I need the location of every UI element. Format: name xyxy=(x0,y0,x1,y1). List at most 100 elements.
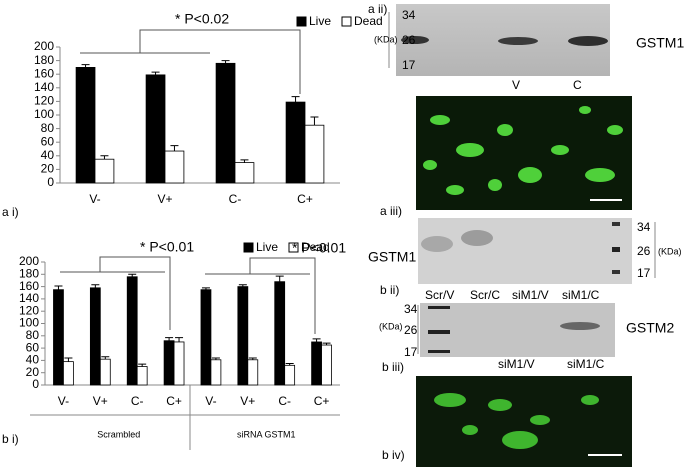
annotation: * P<0.01 xyxy=(140,239,194,255)
y-tick-label: 180 xyxy=(34,53,54,67)
error-bar xyxy=(238,284,247,287)
marker-label: 26 xyxy=(637,244,651,258)
error-bar xyxy=(211,357,220,360)
bar xyxy=(274,281,286,386)
ladder xyxy=(428,330,450,334)
marker-label: 34 xyxy=(637,220,651,234)
bar xyxy=(321,344,332,386)
x-tick-label: C- xyxy=(278,394,291,408)
bar xyxy=(136,366,148,386)
bar xyxy=(164,150,185,184)
x-tick-label: V- xyxy=(58,394,69,408)
y-tick-label: 100 xyxy=(34,107,54,121)
protein-label: GSTM2 xyxy=(626,320,674,336)
legend-label: Live xyxy=(309,14,331,28)
marker-label: 34 xyxy=(404,302,418,316)
y-tick-label: 40 xyxy=(41,148,55,162)
bar xyxy=(173,341,185,386)
error-bar xyxy=(275,275,284,282)
y-tick-label: 80 xyxy=(26,328,40,342)
bar xyxy=(311,341,322,386)
x-tick-label: V- xyxy=(205,394,216,408)
bar xyxy=(53,289,64,386)
band xyxy=(461,230,493,246)
ladder xyxy=(428,350,450,353)
panel-label: b iii) xyxy=(382,360,404,374)
legend-swatch xyxy=(341,16,352,27)
group-label: Scrambled xyxy=(97,429,140,439)
y-tick-label: 120 xyxy=(34,94,54,108)
y-tick-label: 200 xyxy=(34,39,54,53)
x-tick-label: C+ xyxy=(166,394,182,408)
ladder xyxy=(612,270,620,274)
legend-label: Live xyxy=(256,240,278,254)
bar xyxy=(234,162,255,184)
x-tick-label: V+ xyxy=(157,192,172,206)
error-bar xyxy=(291,96,300,103)
lane-label: Scr/C xyxy=(470,288,500,302)
y-tick-label: 60 xyxy=(41,134,55,148)
lane-label: Scr/V xyxy=(425,288,454,302)
error-bar xyxy=(240,159,249,163)
panel-label: a iii) xyxy=(380,204,402,218)
x-tick-label: V+ xyxy=(93,394,108,408)
bar xyxy=(237,286,249,386)
lane-label: siM1/V xyxy=(512,288,549,302)
cells xyxy=(423,106,623,195)
cells xyxy=(434,393,599,449)
lane-label: siM1/C xyxy=(567,357,605,371)
y-tick-label: 80 xyxy=(41,121,55,135)
y-tick-label: 60 xyxy=(26,340,40,354)
band xyxy=(401,36,429,44)
panel-label: a i) xyxy=(2,205,19,219)
protein-label: GSTM1 xyxy=(636,35,684,51)
x-tick-label: V+ xyxy=(240,394,255,408)
bar xyxy=(210,359,222,386)
legend-swatch xyxy=(288,242,299,253)
band xyxy=(421,236,453,252)
error-bar xyxy=(165,337,174,341)
error-bar xyxy=(81,64,90,68)
error-bar xyxy=(54,285,63,290)
y-tick-label: 100 xyxy=(19,316,39,330)
error-bar xyxy=(312,338,321,342)
bar xyxy=(247,359,259,386)
blot-image xyxy=(420,303,615,357)
panel-label: a ii) xyxy=(368,2,387,16)
error-bar xyxy=(285,362,294,366)
band xyxy=(568,36,608,46)
unit-label: (KDa) xyxy=(379,321,403,331)
marker-label: 17 xyxy=(402,58,416,72)
error-bar xyxy=(221,60,230,64)
annotation: * P<0.02 xyxy=(175,11,229,27)
y-tick-label: 40 xyxy=(26,353,40,367)
y-tick-label: 140 xyxy=(34,80,54,94)
bar xyxy=(200,289,212,386)
panel-label: b ii) xyxy=(380,283,399,297)
error-bar xyxy=(170,145,179,152)
error-bar xyxy=(64,357,73,362)
marker-label: 17 xyxy=(404,345,418,359)
bar xyxy=(285,101,306,184)
error-bar xyxy=(310,116,319,126)
x-tick-label: C- xyxy=(229,192,242,206)
blot-image xyxy=(418,218,632,284)
y-tick-label: 120 xyxy=(19,303,39,317)
marker-label: 34 xyxy=(402,8,416,22)
bar xyxy=(284,364,296,386)
bar xyxy=(215,62,236,184)
ladder xyxy=(612,247,620,252)
panel-label: b iv) xyxy=(382,448,405,462)
significance-bracket xyxy=(139,29,301,94)
y-tick-label: 160 xyxy=(19,279,39,293)
bar xyxy=(63,361,74,386)
error-bar xyxy=(128,273,137,277)
bar xyxy=(99,358,111,386)
protein-label: GSTM1 xyxy=(368,249,416,265)
lane-label: C xyxy=(573,78,582,92)
marker-label: 26 xyxy=(402,33,416,47)
y-tick-label: 0 xyxy=(32,377,39,391)
bar xyxy=(94,158,115,184)
legend-label: Dead xyxy=(301,240,330,254)
